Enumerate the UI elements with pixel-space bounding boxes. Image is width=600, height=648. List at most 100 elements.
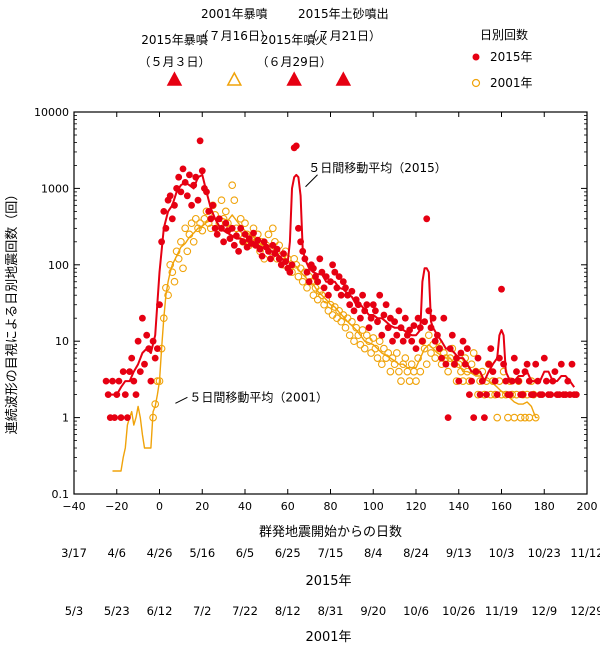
point-2015 bbox=[530, 391, 537, 398]
event-label: 2001年暴噴 bbox=[201, 7, 268, 21]
point-2001 bbox=[294, 272, 303, 281]
event-label: （５月３日） bbox=[138, 55, 210, 69]
point-2001 bbox=[268, 224, 277, 233]
point-2015 bbox=[510, 354, 518, 362]
point-2015 bbox=[295, 224, 302, 232]
point-2001 bbox=[264, 230, 273, 239]
point-2001 bbox=[189, 237, 198, 246]
point-2001 bbox=[469, 349, 478, 357]
point-2015 bbox=[273, 245, 281, 253]
date-label: 9/13 bbox=[446, 546, 472, 560]
date-label: 8/31 bbox=[318, 604, 344, 618]
point-2015 bbox=[568, 360, 576, 368]
x-tick-label: −40 bbox=[62, 500, 85, 513]
point-2015 bbox=[367, 314, 375, 322]
point-2015 bbox=[380, 311, 388, 319]
point-2001 bbox=[420, 344, 429, 353]
point-2015 bbox=[378, 331, 386, 339]
event-label: 2015年噴火 bbox=[261, 33, 328, 47]
point-2015 bbox=[489, 368, 497, 375]
date-label: 3/17 bbox=[61, 546, 87, 560]
point-2015 bbox=[519, 391, 527, 398]
point-2015 bbox=[218, 224, 225, 232]
point-2015 bbox=[421, 318, 428, 326]
point-2015 bbox=[325, 291, 332, 299]
point-2001 bbox=[499, 367, 508, 376]
y-tick-label: 100 bbox=[48, 259, 69, 272]
point-2015 bbox=[171, 201, 178, 209]
point-2015 bbox=[230, 241, 238, 249]
point-2015 bbox=[220, 238, 228, 246]
point-2015 bbox=[538, 391, 546, 398]
point-2015 bbox=[442, 360, 450, 368]
point-2015 bbox=[183, 192, 191, 200]
point-2001 bbox=[303, 283, 311, 292]
point-2015 bbox=[474, 354, 482, 362]
date-label: 5/23 bbox=[104, 604, 130, 618]
point-2001 bbox=[386, 367, 395, 376]
point-2001 bbox=[335, 306, 343, 315]
point-2015 bbox=[391, 318, 398, 326]
point-2015 bbox=[104, 391, 112, 398]
date-label: 10/3 bbox=[489, 546, 515, 560]
point-2015 bbox=[160, 208, 168, 215]
point-2015 bbox=[177, 188, 185, 196]
point-2001 bbox=[330, 303, 339, 311]
point-2001 bbox=[298, 277, 307, 286]
point-2015 bbox=[312, 273, 319, 280]
point-2015 bbox=[314, 278, 322, 286]
point-2015 bbox=[318, 268, 326, 276]
point-2001 bbox=[422, 360, 431, 369]
x-tick-label: 120 bbox=[406, 500, 427, 513]
point-2015 bbox=[461, 360, 469, 368]
point-2015 bbox=[543, 377, 550, 385]
point-2001 bbox=[531, 413, 540, 422]
point-2001 bbox=[510, 413, 519, 422]
point-2015 bbox=[233, 232, 240, 240]
x-tick-label: 100 bbox=[363, 500, 384, 513]
point-2015 bbox=[393, 331, 401, 339]
y-tick-label: 10000 bbox=[34, 106, 69, 119]
point-2015 bbox=[192, 173, 200, 181]
point-2001 bbox=[183, 247, 192, 256]
annotation-leader bbox=[175, 396, 188, 404]
date-label: 10/26 bbox=[442, 604, 475, 618]
y-tick-label: 1000 bbox=[41, 182, 69, 195]
point-2015 bbox=[453, 354, 460, 362]
point-2015 bbox=[226, 235, 234, 243]
point-2015 bbox=[376, 291, 384, 299]
point-2015 bbox=[440, 314, 448, 322]
point-2015 bbox=[496, 354, 503, 362]
point-2015 bbox=[310, 264, 317, 272]
point-2001 bbox=[371, 344, 380, 353]
point-2015 bbox=[346, 301, 354, 309]
point-2001 bbox=[516, 413, 525, 422]
x-tick-label: 180 bbox=[534, 500, 555, 513]
point-2001 bbox=[397, 377, 405, 385]
event-triangle-icon bbox=[226, 71, 243, 86]
point-2015 bbox=[241, 231, 249, 238]
point-2015 bbox=[463, 345, 471, 352]
point-2015 bbox=[455, 377, 463, 385]
point-2001 bbox=[403, 367, 412, 376]
point-2015 bbox=[446, 345, 454, 352]
point-2015 bbox=[128, 354, 136, 362]
point-2015 bbox=[363, 301, 371, 309]
point-2015 bbox=[151, 354, 159, 362]
point-2015 bbox=[250, 229, 257, 237]
point-2001 bbox=[412, 377, 420, 385]
point-2001 bbox=[170, 277, 179, 286]
point-2015 bbox=[410, 322, 418, 329]
point-2001 bbox=[493, 413, 502, 422]
point-2001 bbox=[407, 360, 416, 369]
point-2015 bbox=[549, 377, 557, 385]
point-2001 bbox=[166, 260, 175, 269]
point-2001 bbox=[341, 323, 350, 332]
plot-area bbox=[102, 137, 580, 472]
x-tick-label: 40 bbox=[238, 500, 252, 513]
point-2015 bbox=[175, 173, 183, 181]
point-2015 bbox=[487, 345, 495, 352]
date-label: 6/12 bbox=[147, 604, 173, 618]
point-2015 bbox=[188, 201, 196, 209]
